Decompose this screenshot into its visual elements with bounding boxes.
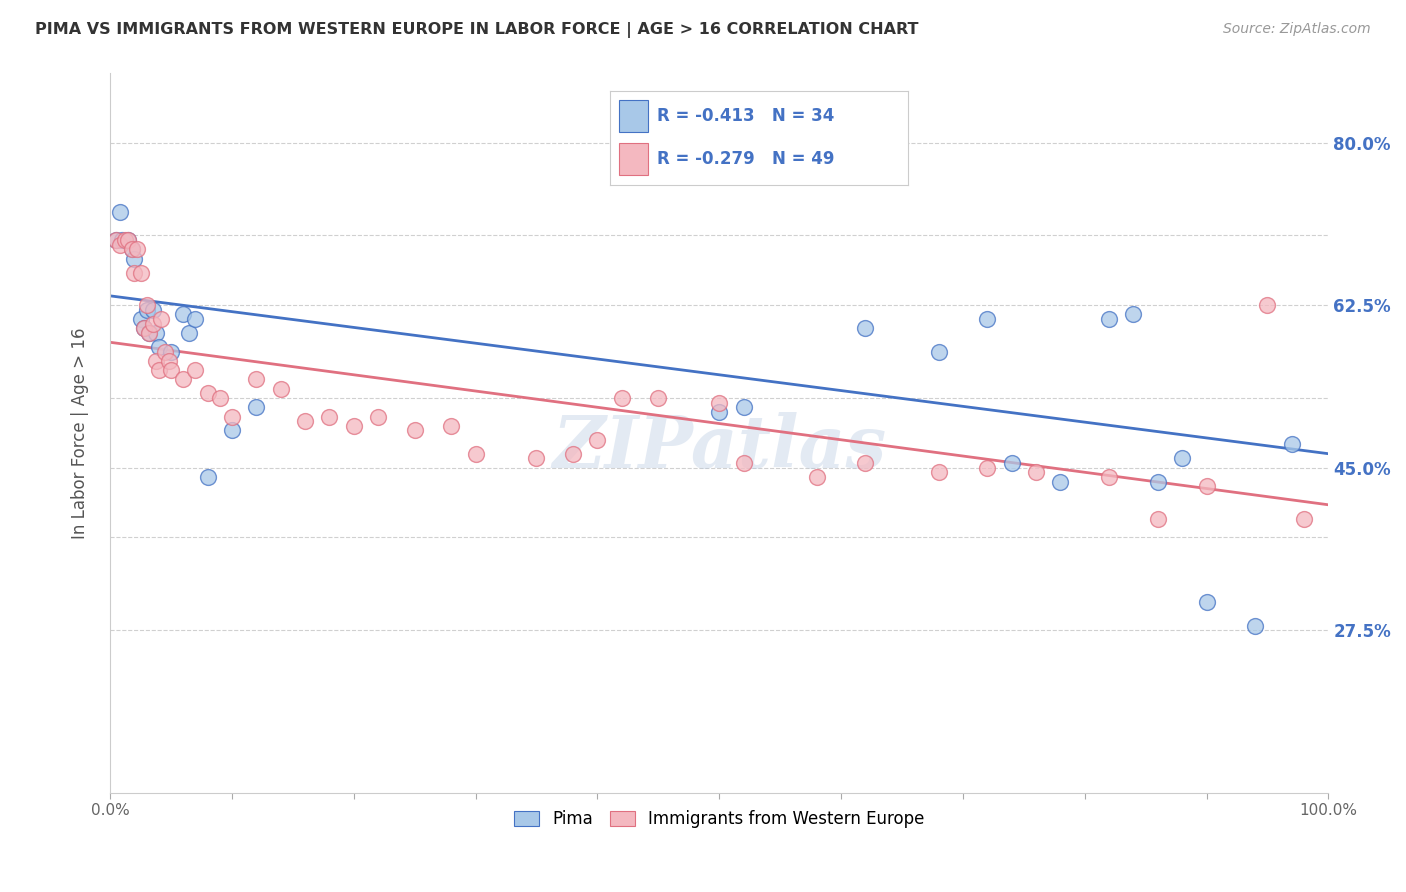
- Point: [197, 386, 219, 401]
- Point: [138, 326, 160, 340]
- Point: [160, 344, 183, 359]
- Point: [343, 418, 366, 433]
- Point: [150, 312, 173, 326]
- Point: [121, 243, 143, 257]
- Point: [197, 470, 219, 484]
- Point: [135, 302, 157, 317]
- Point: [976, 312, 998, 326]
- Point: [976, 460, 998, 475]
- Point: [1025, 465, 1047, 479]
- Point: [208, 391, 231, 405]
- Y-axis label: In Labor Force | Age > 16: In Labor Force | Age > 16: [72, 327, 89, 539]
- Point: [124, 266, 146, 280]
- Point: [117, 233, 139, 247]
- Point: [404, 424, 426, 438]
- Point: [733, 401, 755, 415]
- Point: [440, 418, 463, 433]
- Point: [245, 401, 267, 415]
- Point: [172, 307, 194, 321]
- Point: [709, 395, 731, 409]
- Point: [806, 470, 828, 484]
- Point: [928, 465, 950, 479]
- Point: [129, 266, 152, 280]
- Point: [733, 456, 755, 470]
- Point: [647, 391, 669, 405]
- Point: [184, 363, 207, 377]
- Point: [157, 354, 180, 368]
- Point: [134, 321, 156, 335]
- Text: Source: ZipAtlas.com: Source: ZipAtlas.com: [1223, 22, 1371, 37]
- Point: [1098, 470, 1121, 484]
- Point: [105, 233, 128, 247]
- Point: [129, 312, 152, 326]
- Point: [1146, 512, 1168, 526]
- Point: [160, 363, 183, 377]
- Point: [855, 321, 877, 335]
- Point: [114, 233, 136, 247]
- Point: [1281, 437, 1303, 451]
- Point: [1049, 475, 1071, 489]
- Point: [586, 433, 609, 447]
- Point: [1244, 618, 1267, 632]
- Point: [135, 298, 157, 312]
- Point: [148, 363, 170, 377]
- Point: [610, 391, 633, 405]
- Point: [153, 344, 176, 359]
- Point: [221, 409, 243, 424]
- Point: [318, 409, 340, 424]
- Point: [184, 312, 207, 326]
- Point: [464, 447, 486, 461]
- Point: [179, 326, 201, 340]
- Legend: Pima, Immigrants from Western Europe: Pima, Immigrants from Western Europe: [508, 804, 931, 835]
- Point: [108, 237, 131, 252]
- Point: [142, 317, 165, 331]
- Point: [1098, 312, 1121, 326]
- Point: [562, 447, 585, 461]
- Point: [121, 243, 143, 257]
- Point: [1292, 512, 1315, 526]
- Point: [1146, 475, 1168, 489]
- Point: [270, 382, 292, 396]
- Point: [148, 340, 170, 354]
- Text: PIMA VS IMMIGRANTS FROM WESTERN EUROPE IN LABOR FORCE | AGE > 16 CORRELATION CHA: PIMA VS IMMIGRANTS FROM WESTERN EUROPE I…: [35, 22, 918, 38]
- Point: [134, 321, 156, 335]
- Point: [125, 243, 148, 257]
- Point: [1195, 595, 1218, 609]
- Point: [221, 424, 243, 438]
- Point: [124, 252, 146, 266]
- Point: [1001, 456, 1024, 470]
- Point: [1122, 307, 1144, 321]
- Point: [138, 326, 160, 340]
- Point: [172, 372, 194, 386]
- Point: [145, 354, 167, 368]
- Point: [928, 344, 950, 359]
- Point: [1171, 451, 1194, 466]
- Point: [855, 456, 877, 470]
- Point: [108, 205, 131, 219]
- Point: [117, 233, 139, 247]
- Point: [1195, 479, 1218, 493]
- Point: [145, 326, 167, 340]
- Point: [1256, 298, 1278, 312]
- Point: [709, 405, 731, 419]
- Point: [105, 233, 128, 247]
- Text: ZIPatlas: ZIPatlas: [553, 412, 886, 483]
- Point: [245, 372, 267, 386]
- Point: [142, 302, 165, 317]
- Point: [526, 451, 548, 466]
- Point: [111, 233, 134, 247]
- Point: [294, 414, 316, 428]
- Point: [367, 409, 389, 424]
